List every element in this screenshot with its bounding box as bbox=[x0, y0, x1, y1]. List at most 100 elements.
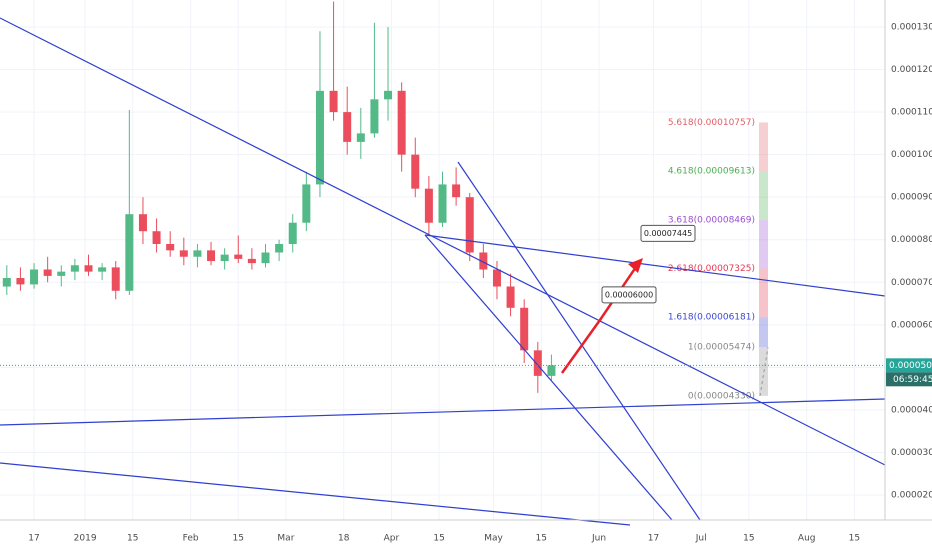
fib-band bbox=[759, 268, 768, 318]
price-callout-label: 0.00007445 bbox=[644, 229, 692, 238]
trend-line bbox=[0, 17, 886, 466]
fib-label: 1.618(0.00006181) bbox=[668, 313, 755, 323]
y-tick-label: 0.00011000 bbox=[891, 108, 932, 118]
candle-body bbox=[193, 250, 202, 257]
candle-body bbox=[492, 269, 501, 287]
x-tick-label: 18 bbox=[338, 534, 350, 544]
candle-body bbox=[16, 278, 25, 285]
y-tick-label: 0.00010000 bbox=[891, 150, 932, 160]
last-price-label: 0.00005048 bbox=[889, 361, 932, 371]
candle-body bbox=[152, 231, 161, 244]
fib-label: 2.618(0.00007325) bbox=[668, 264, 755, 274]
candle-body bbox=[465, 197, 474, 253]
candle-body bbox=[384, 90, 393, 100]
x-tick-label: 15 bbox=[535, 534, 546, 544]
candle-body bbox=[234, 254, 243, 259]
candle-body bbox=[207, 250, 216, 261]
x-tick-label: Apr bbox=[384, 534, 400, 544]
projection-arrow bbox=[560, 263, 640, 374]
candle-body bbox=[125, 214, 134, 291]
arrow-head bbox=[628, 258, 643, 273]
x-tick-label: 17 bbox=[648, 534, 659, 544]
candle-body bbox=[479, 252, 488, 270]
candle-body bbox=[275, 243, 284, 253]
fib-extension: 5.618(0.00010757) 4.618(0.00009613) 3.618(… bbox=[668, 118, 769, 401]
x-tick-label: 15 bbox=[743, 534, 754, 544]
fib-label: 3.618(0.00008469) bbox=[668, 215, 755, 225]
candle-body bbox=[343, 112, 352, 142]
trend-line bbox=[424, 234, 886, 297]
fib-band bbox=[759, 317, 768, 348]
annotations: 0.00006000 0.00007445 bbox=[0, 224, 885, 366]
y-tick-label: 0.00013000 bbox=[891, 23, 932, 33]
fib-band bbox=[759, 171, 768, 220]
candle-body bbox=[111, 267, 120, 291]
trend-line bbox=[0, 398, 886, 426]
x-tick-label: Jun bbox=[591, 534, 606, 544]
y-tick-label: 0.00004000 bbox=[891, 405, 932, 415]
candle-body bbox=[452, 184, 461, 198]
countdown-label: 06:59:45 bbox=[893, 375, 932, 385]
price-callout bbox=[640, 224, 696, 242]
candle-body bbox=[506, 286, 515, 308]
y-tick-label: 0.00012000 bbox=[891, 65, 932, 75]
x-tick-label: 15 bbox=[127, 534, 138, 544]
trend-line bbox=[457, 161, 701, 521]
fib-label: 5.618(0.00010757) bbox=[668, 118, 755, 128]
candle-body bbox=[138, 214, 147, 232]
countdown-box bbox=[886, 372, 932, 387]
candle-body bbox=[424, 188, 433, 223]
trend-line bbox=[0, 462, 631, 526]
y-tick-label: 0.00009000 bbox=[891, 193, 932, 203]
x-tick-label: 17 bbox=[28, 534, 39, 544]
candle-body bbox=[288, 222, 297, 244]
fib-band bbox=[759, 122, 768, 172]
candle-body bbox=[57, 271, 66, 276]
x-tick-label: May bbox=[484, 534, 503, 544]
candle-body bbox=[179, 250, 188, 257]
last-price-box bbox=[886, 358, 932, 373]
candle-body bbox=[302, 184, 311, 223]
x-tick-label: 15 bbox=[433, 534, 444, 544]
candle-body bbox=[315, 90, 324, 185]
y-tick-label: 0.00002000 bbox=[891, 490, 932, 500]
candle-body bbox=[166, 243, 175, 251]
axis-labels: 0.000020000.000030000.000040000.00005000… bbox=[28, 23, 932, 544]
candle-body bbox=[520, 307, 529, 351]
fib-band bbox=[759, 219, 768, 269]
y-tick-label: 0.00003000 bbox=[891, 448, 932, 458]
price-callout bbox=[601, 286, 657, 304]
x-tick-label: 2019 bbox=[74, 534, 97, 544]
trend-line bbox=[424, 234, 673, 521]
fib-trend bbox=[759, 347, 769, 396]
candle-body bbox=[98, 267, 107, 272]
candle-body bbox=[397, 90, 406, 155]
y-tick-label: 0.00007000 bbox=[891, 278, 932, 288]
x-tick-label: Mar bbox=[277, 534, 294, 544]
candle-body bbox=[329, 90, 338, 113]
x-tick-label: Aug bbox=[798, 534, 816, 544]
candle-body bbox=[220, 254, 229, 261]
candle-body bbox=[533, 350, 542, 376]
candle-body bbox=[2, 278, 11, 287]
x-tick-label: 15 bbox=[849, 534, 860, 544]
candle-body bbox=[438, 184, 447, 223]
candle-body bbox=[261, 252, 270, 264]
fib-label: 0(0.00004330) bbox=[688, 391, 755, 401]
fib-label: 1(0.00005474) bbox=[688, 343, 755, 353]
x-tick-label: Jul bbox=[695, 534, 707, 544]
grid bbox=[0, 0, 885, 520]
candle-body bbox=[547, 365, 556, 376]
candle-body bbox=[84, 265, 93, 272]
candle-body bbox=[247, 258, 256, 264]
price-callout-label: 0.00006000 bbox=[605, 290, 653, 299]
x-tick-label: Feb bbox=[183, 534, 199, 544]
candle-body bbox=[411, 154, 420, 189]
candles bbox=[2, 1, 556, 393]
y-tick-label: 0.00006000 bbox=[891, 320, 932, 330]
candle-body bbox=[370, 99, 379, 134]
trend-lines bbox=[0, 17, 886, 526]
candle-body bbox=[70, 265, 79, 272]
